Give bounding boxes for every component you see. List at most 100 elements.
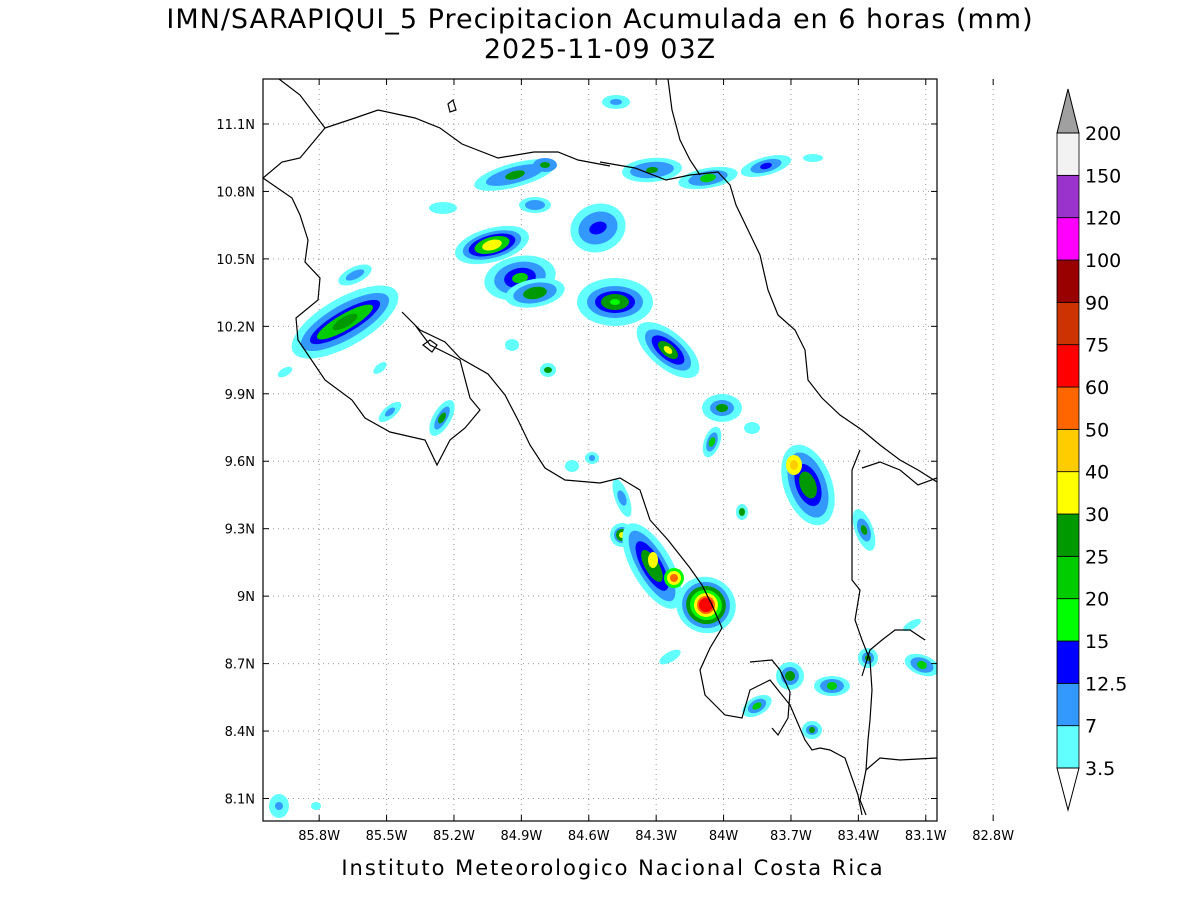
rain-cell [455,225,529,265]
colorbar-label: 120 [1085,208,1121,230]
colorbar-swatch [1056,471,1080,515]
colorbar-swatch [1056,217,1080,261]
colorbar-swatch [1056,301,1080,346]
rain-cell [852,509,876,551]
lat-tick-label: 10.8N [216,185,255,200]
colorbar-label: 90 [1085,292,1109,314]
rain-cell [519,197,551,213]
colorbar-min-arrow [1056,767,1080,812]
panama-border [851,449,873,816]
colorbar-swatch [1056,259,1080,303]
lat-tick-label: 9.6N [225,455,255,470]
colorbar-label: 150 [1085,165,1121,187]
colorbar-label: 40 [1085,462,1109,484]
map-frame [262,78,938,822]
colorbar-label: 60 [1085,377,1109,399]
lon-tick-label: 84.6W [568,829,610,844]
rain-cell [678,166,738,190]
rain-cell [659,649,681,665]
colorbar-label: 75 [1085,335,1109,357]
colorbar-swatch [1056,682,1080,727]
rain-cell [533,158,557,172]
longitude-axis: 85.8W 85.5W 85.2W 84.9W 84.6W 84.3W 84W 83.7W 83… [298,79,1014,844]
rain-cell [648,552,658,568]
rain-cell [429,202,457,214]
rain-cell [803,154,823,162]
colorbar-label: 30 [1085,504,1109,526]
rain-cell [378,401,402,423]
colorbar-label: 50 [1085,419,1109,441]
pacific-coastline [263,79,863,816]
rain-cell [602,95,630,109]
coastline-borders [263,79,937,816]
colorbar-legend: 3.5 7 12.5 15 20 25 30 40 50 60 75 90 100 120 150 200 [1056,88,1127,812]
lon-tick-label: 83.7W [770,829,812,844]
colorbar-swatch [1056,598,1080,642]
panama-coastline [861,461,937,771]
lat-tick-label: 11.1N [216,118,255,133]
map-datetime: 2025-11-09 03Z [483,34,717,65]
colorbar-label: 15 [1085,631,1109,653]
colorbar-swatch [1056,555,1080,600]
colorbar-swatch [1056,725,1080,769]
rain-cell [269,794,289,818]
rain-cell [740,155,792,177]
lat-tick-label: 10.5N [216,253,255,268]
rain-cell [702,394,742,422]
northern-inlet [667,79,701,176]
rain-cell [744,422,760,434]
colorbar-swatch [1056,174,1080,219]
rain-cell [338,264,372,286]
lat-tick-label: 8.1N [225,793,255,808]
rain-cell [903,618,921,632]
gulf-of-nicoya-island [421,339,438,353]
rain-cell [612,479,632,517]
osa-peninsula [749,659,791,737]
colorbar-label: 7 [1085,716,1097,738]
colorbar-swatch [1056,132,1080,176]
lat-tick-label: 9.9N [225,388,255,403]
lon-tick-label: 83.4W [837,829,879,844]
lon-tick-label: 84.3W [635,829,677,844]
rain-cell [786,455,802,475]
rain-cell [622,157,682,183]
lon-tick-label: 85.5W [366,829,408,844]
lat-tick-label: 10.2N [216,320,255,335]
rain-cell [565,460,579,472]
rain-cell [505,278,565,308]
lat-tick-label: 9.3N [225,523,255,538]
colorbar-swatch [1056,513,1080,557]
rain-cell [702,426,722,458]
colorbar-swatch [1056,428,1080,473]
rain-cell [814,676,850,696]
rain-cell [505,339,519,351]
rain-cell [742,694,772,718]
credit-text: Instituto Meteorologico Nacional Costa R… [341,856,885,880]
rain-cell [736,504,748,520]
rain-cell [802,721,822,739]
precipitation-field [269,95,937,818]
rain-cell [664,568,684,588]
latitude-axis: 11.1N 10.8N 10.5N 10.2N 9.9N 9.6N 9.3N 9N 8.7N 8.… [216,118,937,808]
lon-tick-label: 83.1W [905,829,947,844]
lon-tick-label: 85.8W [298,829,340,844]
rain-cell [904,653,937,677]
nicaragua-border [324,109,611,167]
lon-tick-label: 82.8W [972,829,1014,844]
colorbar-label: 25 [1085,546,1109,568]
lon-tick-label: 84.9W [500,829,542,844]
rain-cell [373,362,387,374]
rain-cell [636,321,700,379]
colorbar-label: 3.5 [1085,758,1115,780]
lake-islet [447,98,457,113]
lat-tick-label: 9N [237,590,255,605]
colorbar-label: 12.5 [1085,673,1127,695]
rain-cell [291,285,399,359]
burica-peninsula [861,629,926,677]
colorbar-max-arrow [1056,88,1080,134]
colorbar-label: 200 [1085,123,1121,145]
map-title: IMN/SARAPIQUI_5 Precipitacion Acumulada … [166,4,1034,35]
rain-cell [570,203,626,253]
lon-tick-label: 84W [709,829,739,844]
